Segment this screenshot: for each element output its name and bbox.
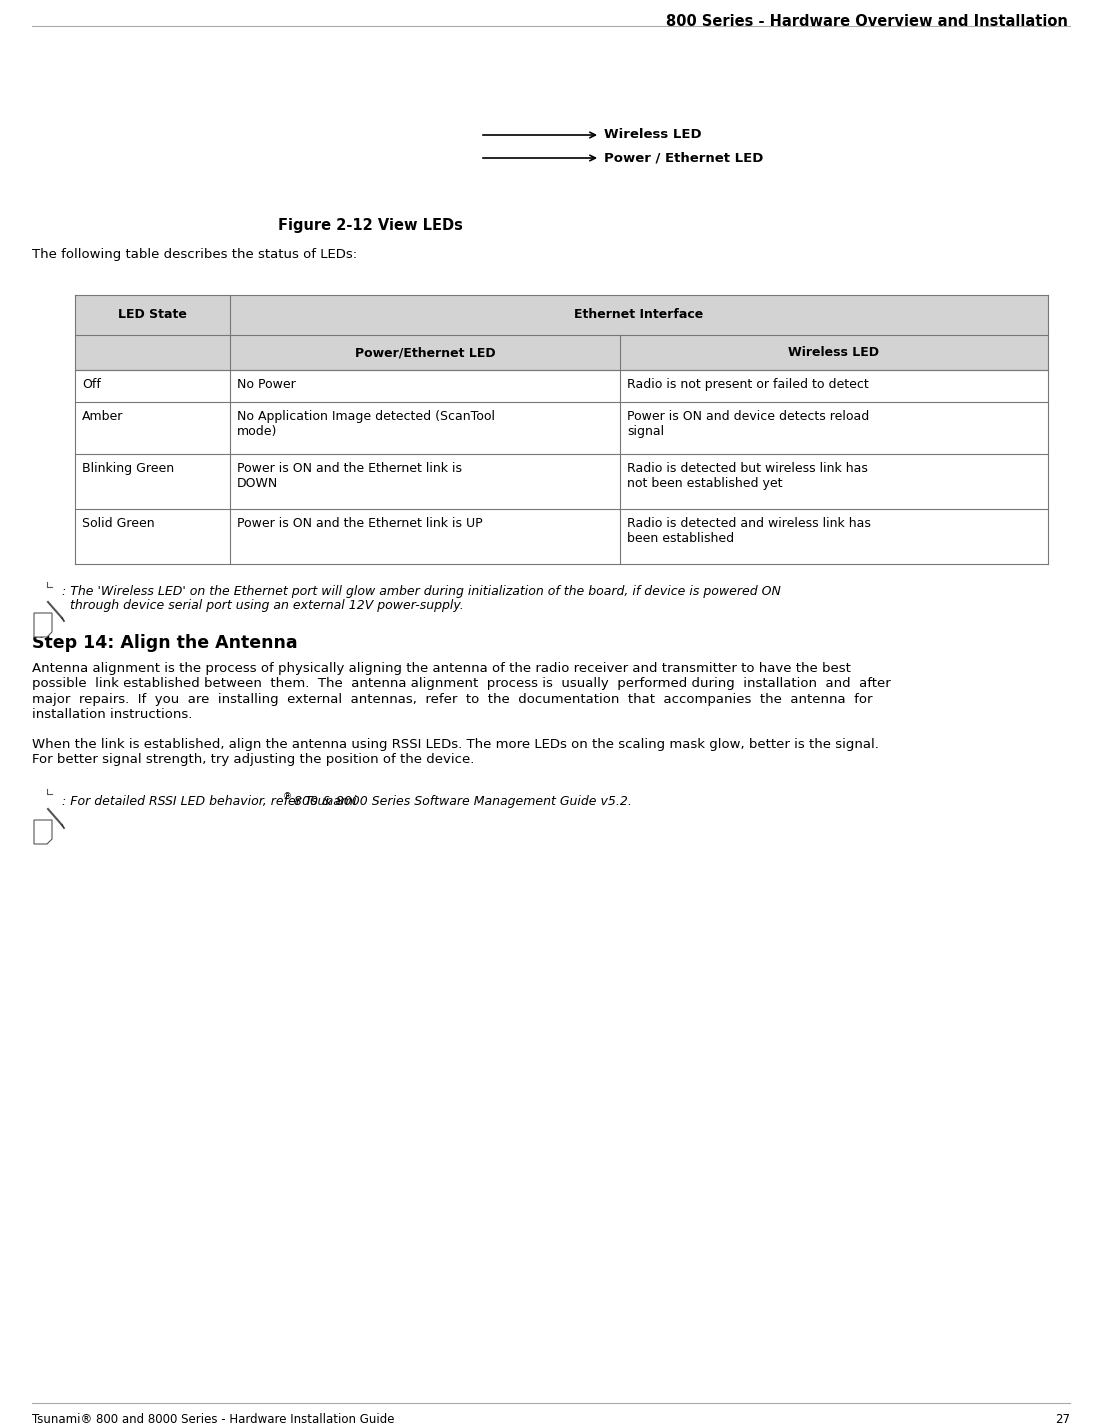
Text: installation instructions.: installation instructions. [32, 709, 193, 722]
Bar [75, 295, 1048, 335]
Polygon shape [34, 613, 52, 637]
Text: Radio is detected but wireless link has
not been established yet: Radio is detected but wireless link has … [626, 462, 868, 491]
Text: Power is ON and the Ethernet link is
DOWN: Power is ON and the Ethernet link is DOW… [237, 462, 462, 491]
Text: Antenna alignment is the process of physically aligning the antenna of the radio: Antenna alignment is the process of phys… [32, 662, 851, 674]
Text: When the link is established, align the antenna using RSSI LEDs. The more LEDs o: When the link is established, align the … [32, 739, 879, 752]
Text: : The 'Wireless LED' on the Ethernet port will glow amber during initialization : : The 'Wireless LED' on the Ethernet por… [62, 585, 781, 597]
Text: For better signal strength, try adjusting the position of the device.: For better signal strength, try adjustin… [32, 753, 475, 767]
Bar [75, 402, 1048, 453]
Bar [75, 453, 1048, 509]
Text: Ethernet Interface: Ethernet Interface [575, 308, 704, 321]
Text: The following table describes the status of LEDs:: The following table describes the status… [32, 248, 357, 261]
Text: 27: 27 [1055, 1413, 1070, 1426]
Text: No Power: No Power [237, 378, 296, 391]
Text: Figure 2-12 View LEDs: Figure 2-12 View LEDs [277, 218, 462, 232]
Text: Solid Green: Solid Green [81, 518, 154, 530]
Text: ®: ® [283, 791, 292, 801]
Text: Radio is detected and wireless link has
been established: Radio is detected and wireless link has … [626, 518, 871, 545]
Text: 800 Series - Hardware Overview and Installation: 800 Series - Hardware Overview and Insta… [666, 14, 1068, 29]
Text: Power is ON and the Ethernet link is UP: Power is ON and the Ethernet link is UP [237, 518, 482, 530]
Text: possible  link established between  them.  The  antenna alignment  process is  u: possible link established between them. … [32, 677, 891, 690]
Text: Off: Off [81, 378, 101, 391]
Text: through device serial port using an external 12V power-supply.: through device serial port using an exte… [62, 599, 464, 612]
Bar [75, 335, 1048, 369]
Text: Blinking Green: Blinking Green [81, 462, 174, 475]
Text: Wireless LED: Wireless LED [604, 128, 701, 141]
Text: Power/Ethernet LED: Power/Ethernet LED [355, 347, 495, 359]
Text: No Application Image detected (ScanTool
mode): No Application Image detected (ScanTool … [237, 411, 495, 438]
Text: major  repairs.  If  you  are  installing  external  antennas,  refer  to  the  : major repairs. If you are installing ext… [32, 693, 872, 706]
Text: Amber: Amber [81, 411, 123, 424]
Text: : For detailed RSSI LED behavior, refer Tsunami: : For detailed RSSI LED behavior, refer … [62, 796, 360, 809]
Polygon shape [34, 820, 52, 844]
Text: Tsunami® 800 and 8000 Series - Hardware Installation Guide: Tsunami® 800 and 8000 Series - Hardware … [32, 1413, 394, 1426]
Text: Wireless LED: Wireless LED [788, 347, 880, 359]
Bar [75, 369, 1048, 402]
Text: Power is ON and device detects reload
signal: Power is ON and device detects reload si… [626, 411, 870, 438]
Bar [75, 509, 1048, 565]
Text: Step 14: Align the Antenna: Step 14: Align the Antenna [32, 635, 297, 652]
Text: LED State: LED State [118, 308, 187, 321]
Text: Power / Ethernet LED: Power / Ethernet LED [604, 151, 763, 164]
Text: Radio is not present or failed to detect: Radio is not present or failed to detect [626, 378, 869, 391]
Text: 800 & 8000 Series Software Management Guide v5.2.: 800 & 8000 Series Software Management Gu… [290, 796, 632, 809]
